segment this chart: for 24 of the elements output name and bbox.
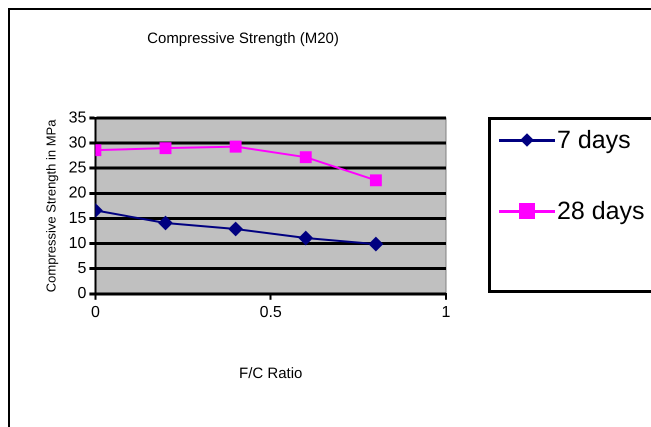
point (228, 222, 243, 236)
point (160, 142, 172, 154)
point (230, 140, 242, 153)
x-tick-label: 0.5 (260, 304, 282, 321)
chart-title: Compressive Strength (M20) (147, 30, 339, 48)
y-tick-label: 30 (68, 134, 86, 152)
y-tick-label: 15 (68, 210, 86, 227)
point (300, 151, 312, 164)
y-tick-label: 35 (68, 109, 86, 126)
point (370, 174, 382, 186)
point (158, 216, 173, 230)
y-tick-label: 5 (77, 260, 86, 278)
point (368, 237, 383, 252)
point (298, 231, 313, 246)
x-axis-title: F/C Ratio (239, 365, 302, 382)
y-tick-label: 10 (68, 234, 86, 252)
y-tick-label: 20 (68, 184, 86, 202)
y-axis-title: Compressive Strength in MPa (43, 118, 58, 292)
x-tick-label: 1 (442, 304, 451, 321)
legend-label: 28 days (557, 197, 646, 226)
y-tick-label: 0 (77, 285, 86, 302)
x-tick-label: 0 (90, 304, 100, 321)
legend-label: 7 days (557, 126, 632, 155)
y-tick-label: 25 (68, 160, 86, 177)
